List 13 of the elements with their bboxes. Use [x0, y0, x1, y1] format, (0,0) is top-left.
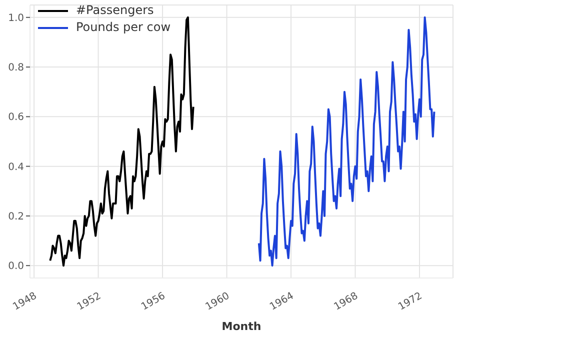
legend-label: Pounds per cow [76, 19, 171, 36]
x-tick-label: 1952 [75, 290, 103, 313]
y-tick-label: 0.2 [8, 212, 24, 223]
y-tick-label: 1.0 [8, 12, 24, 24]
line-series [258, 16, 436, 267]
y-tick-label: 0.4 [8, 162, 24, 173]
x-axis-title: Month [222, 320, 262, 333]
legend-label: #Passengers [76, 2, 154, 19]
y-tick-label: 0.0 [8, 261, 24, 272]
y-tick-label: 0.8 [8, 62, 24, 74]
x-tick-label: 1972 [396, 290, 424, 313]
line-series [49, 16, 194, 267]
y-tick-label: 0.6 [8, 112, 24, 124]
